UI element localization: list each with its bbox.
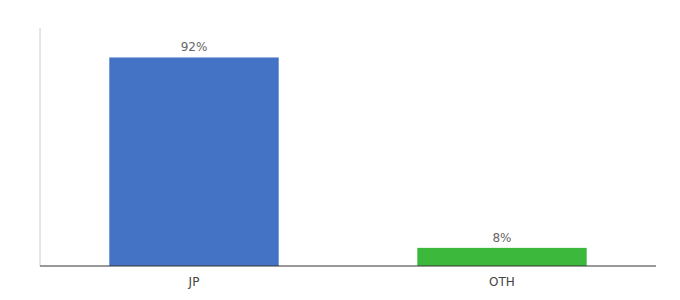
bars <box>109 57 586 266</box>
data-label: 92% <box>181 40 208 54</box>
x-axis-line <box>40 266 656 267</box>
chart: 92% 8% JP OTH <box>0 0 680 300</box>
y-axis-line <box>40 28 41 266</box>
bar <box>417 248 586 266</box>
bar <box>109 57 278 266</box>
data-label: 8% <box>492 231 511 245</box>
chart-container: 92% 8% JP OTH <box>0 0 680 300</box>
x-tick-label: OTH <box>489 275 515 289</box>
x-tick-label: JP <box>188 275 200 289</box>
